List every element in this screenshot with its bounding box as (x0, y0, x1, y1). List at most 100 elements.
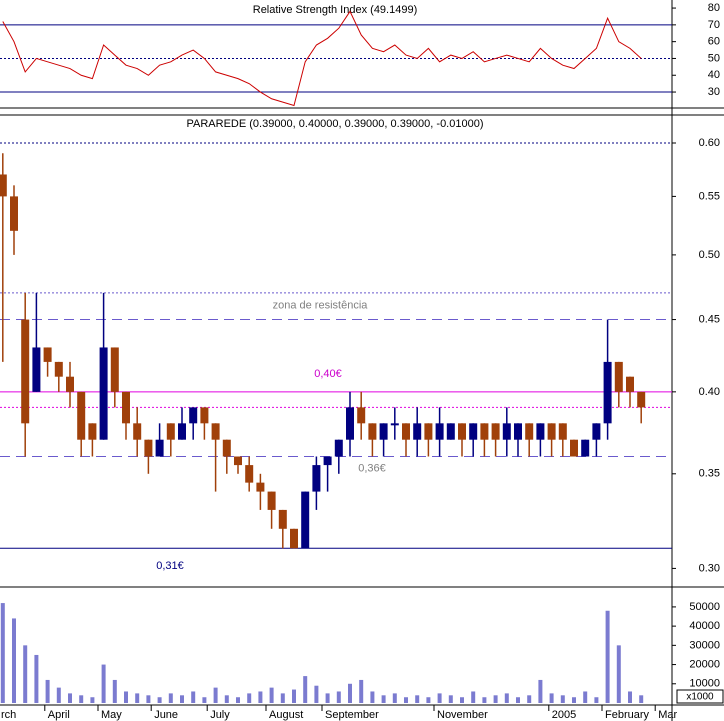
reference-label: 0,40€ (314, 368, 342, 380)
candle-body (558, 423, 567, 440)
volume-bar (124, 691, 128, 703)
candle-body (435, 423, 444, 440)
volume-bar (157, 697, 162, 703)
y-tick-label: 60 (708, 36, 720, 48)
volume-bar (504, 693, 509, 703)
x-tick-label: July (210, 709, 230, 721)
candle-body (312, 465, 321, 492)
y-tick-label: 50000 (689, 601, 720, 613)
x-tick-label: February (605, 709, 650, 721)
candle-body (245, 465, 254, 483)
volume-bar (303, 676, 308, 703)
volume-bar (639, 695, 644, 703)
volume-bar (146, 695, 151, 703)
volume-bar (269, 687, 274, 703)
volume-bar (549, 693, 554, 703)
unit-box (676, 689, 724, 704)
volume-bar (23, 645, 28, 703)
volume-bar (180, 695, 184, 703)
rsi-line (2, 10, 642, 107)
candle-body (413, 423, 422, 440)
candle-body (133, 423, 142, 440)
y-tick-label: 30000 (689, 639, 720, 651)
candle-body (469, 423, 478, 440)
volume-bar (460, 697, 464, 703)
volume-bar (426, 697, 431, 703)
candle-body (323, 456, 332, 466)
volume-bar (381, 695, 386, 703)
volume-bar (0, 603, 5, 703)
volume-bar (292, 689, 296, 703)
volume-bar (168, 693, 173, 703)
candle-body (110, 347, 119, 392)
volume-bar (101, 664, 106, 703)
volume-bar (12, 618, 16, 703)
candle-body (301, 491, 310, 549)
candle-body (368, 423, 377, 440)
volume-bar (594, 697, 599, 703)
volume-bar (56, 687, 61, 703)
volume-bar (628, 691, 632, 703)
volume-bar (359, 679, 364, 703)
volume-bar (45, 679, 50, 703)
candle-body (178, 423, 186, 440)
candle-body (491, 423, 500, 440)
candle-body (390, 423, 399, 426)
volume-bar (616, 645, 621, 703)
volume-bar (392, 693, 397, 703)
candle-body (402, 423, 410, 440)
candle-body (0, 174, 7, 197)
candle-body (54, 361, 63, 377)
volume-bar (112, 679, 117, 703)
candle-body (290, 528, 298, 549)
candle-body (502, 423, 511, 440)
reference-label: 0,36€ (358, 462, 386, 474)
candle-body (211, 423, 220, 440)
candle-body (155, 439, 164, 457)
x-tick-label: August (269, 709, 303, 721)
x-tick-label: November (437, 709, 488, 721)
candle-body (570, 439, 578, 457)
candle-body (234, 456, 242, 466)
volume-bar (280, 693, 285, 703)
y-tick-label: 10000 (689, 678, 720, 690)
volume-bar (258, 691, 263, 703)
volume-bar (583, 691, 588, 703)
candle-body (458, 423, 466, 440)
candle-body (99, 347, 108, 440)
candle-body (614, 361, 623, 392)
candle-body (379, 423, 388, 440)
y-tick-label: 0.40 (699, 386, 720, 398)
candle-body (626, 376, 634, 392)
candle-body (334, 439, 343, 457)
y-tick-label: 30 (708, 86, 720, 98)
candle-body (424, 423, 433, 440)
volume-bar (348, 683, 352, 703)
volume-bar (79, 695, 84, 703)
volume-bar (202, 697, 207, 703)
candle-body (10, 196, 18, 231)
volume-bar (448, 695, 453, 703)
volume-bar (605, 610, 610, 703)
volume-bar (191, 691, 196, 703)
candle-body (21, 319, 30, 424)
candle-body (480, 423, 489, 440)
volume-bar (482, 697, 487, 703)
x-tick-label: September (325, 709, 379, 721)
volume-bar (34, 654, 39, 703)
volume-bar (68, 693, 72, 703)
volume-bar (336, 691, 341, 703)
candle-body (200, 407, 209, 424)
candle-body (77, 391, 86, 440)
candle-body (603, 361, 612, 424)
y-tick-label: 0.30 (699, 562, 720, 574)
volume-bar (236, 697, 240, 703)
candle-body (32, 347, 41, 392)
volume-bar (370, 691, 375, 703)
candle-body (525, 423, 534, 440)
y-tick-label: 20000 (689, 658, 720, 670)
unit-label: x1000 (686, 692, 714, 703)
candle-body (256, 482, 265, 492)
y-tick-label: 0.45 (699, 313, 720, 325)
candle-body (357, 407, 366, 424)
